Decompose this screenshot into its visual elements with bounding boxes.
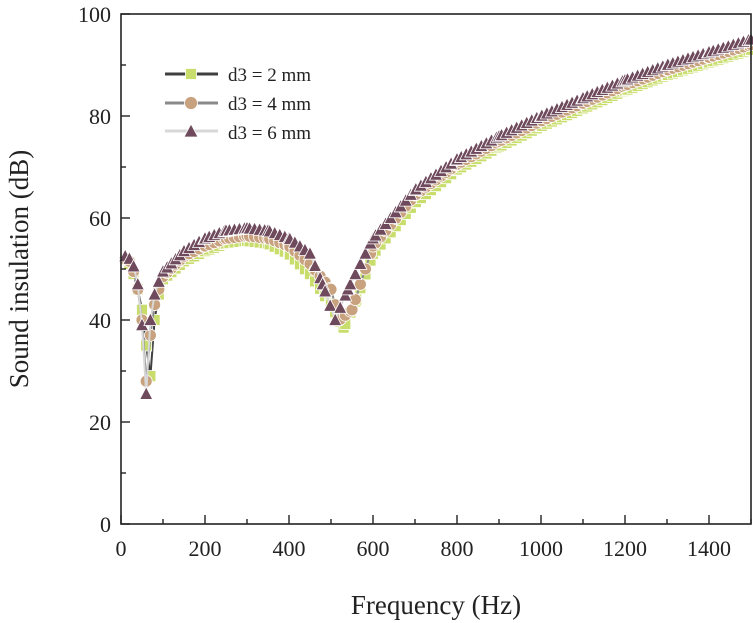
x-axis-ticks: 0 200 400 600 800 1000 1200 1400 — [116, 515, 752, 561]
series-3-point — [126, 258, 141, 273]
x-tick-label: 1000 — [519, 536, 563, 561]
series-3-point — [130, 276, 145, 291]
plot-frame — [120, 13, 752, 525]
x-tick-label: 800 — [441, 536, 474, 561]
series-3-point — [147, 286, 162, 301]
x-tick-label: 200 — [189, 536, 222, 561]
legend-label-1: d3 = 2 mm — [228, 65, 311, 86]
y-axis-ticks: 0 20 40 60 80 100 — [78, 2, 130, 537]
legend-entry-2: d3 = 4 mm — [165, 94, 311, 115]
series-layer — [118, 31, 753, 400]
x-tick-label: 1400 — [687, 536, 731, 561]
series-3-point — [343, 276, 358, 291]
series-3-point — [353, 256, 368, 270]
plot-area — [118, 13, 753, 525]
series-2-line — [124, 43, 752, 382]
series-3-point — [323, 297, 338, 312]
series-3-point — [302, 245, 318, 260]
series-1 — [119, 43, 753, 383]
legend: d3 = 2 mm d3 = 4 mm d3 = 6 mm — [165, 65, 311, 144]
series-3-point — [317, 283, 333, 298]
series-3-point — [139, 386, 154, 400]
x-tick-label: 600 — [357, 536, 390, 561]
series-3-point — [333, 299, 348, 314]
series-3-line — [124, 38, 752, 394]
series-3-point — [328, 312, 343, 326]
series-3-point — [151, 273, 166, 288]
legend-label-2: d3 = 4 mm — [228, 94, 311, 115]
y-tick-label: 100 — [78, 2, 111, 27]
legend-label-3: d3 = 6 mm — [228, 123, 311, 144]
y-tick-label: 40 — [89, 308, 111, 333]
series-2 — [118, 38, 753, 388]
y-axis-title: Sound insulation (dB) — [4, 150, 34, 389]
y-tick-label: 80 — [89, 104, 111, 129]
x-tick-label: 0 — [116, 536, 127, 561]
legend-marker-3 — [183, 123, 199, 138]
legend-entry-3: d3 = 6 mm — [165, 123, 311, 144]
x-tick-label: 1200 — [603, 536, 647, 561]
legend-marker-1 — [185, 68, 197, 80]
series-3-point — [307, 258, 323, 272]
series-1-line — [124, 48, 752, 377]
series-3-point — [358, 245, 373, 260]
legend-marker-2 — [184, 96, 198, 110]
y-tick-label: 20 — [89, 410, 111, 435]
series-3-point — [143, 312, 158, 326]
x-axis-title: Frequency (Hz) — [351, 590, 521, 620]
y-tick-label: 0 — [100, 512, 111, 537]
y-tick-label: 60 — [89, 206, 111, 231]
series-3 — [118, 31, 753, 400]
series-3-point — [348, 266, 363, 281]
legend-entry-1: d3 = 2 mm — [165, 65, 311, 86]
x-tick-label: 400 — [273, 536, 306, 561]
